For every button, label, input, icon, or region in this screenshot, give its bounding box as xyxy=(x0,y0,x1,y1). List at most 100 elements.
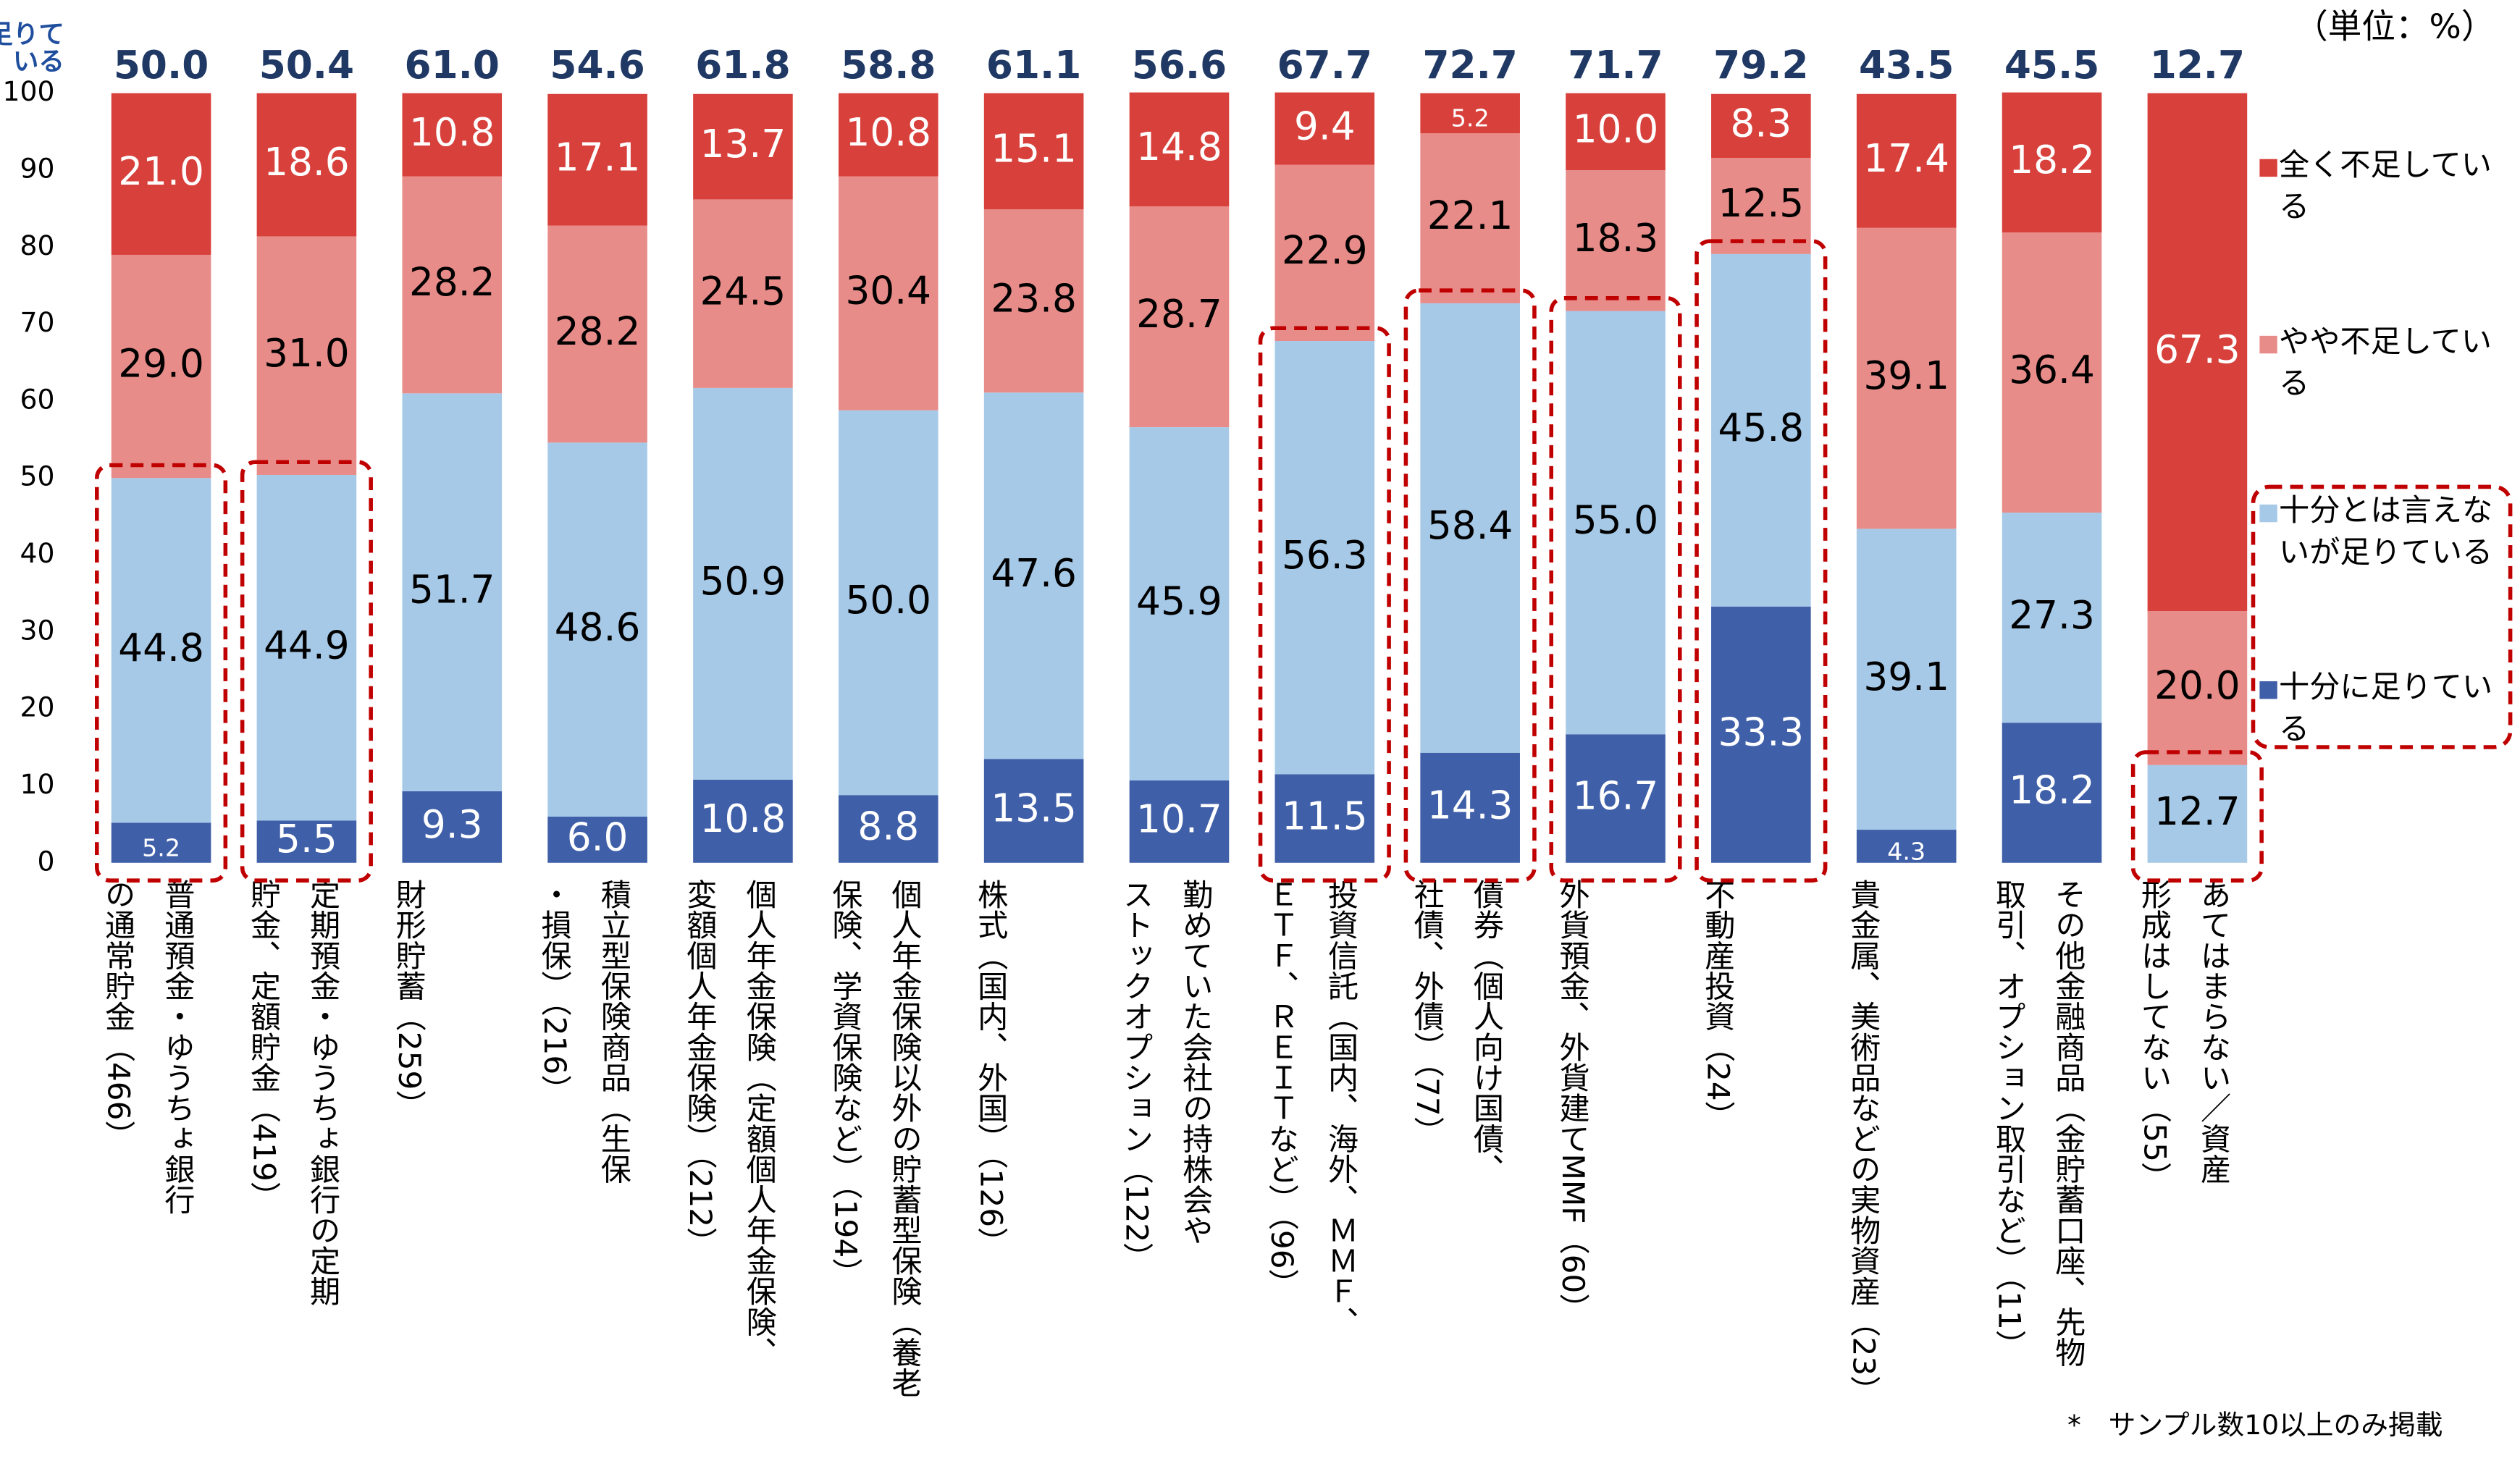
y-tick-label: 90 xyxy=(20,153,55,185)
data-label: 28.2 xyxy=(555,309,641,354)
bar-segment xyxy=(2002,92,2102,233)
total-label: 56.6 xyxy=(1132,43,1227,88)
data-label: 28.2 xyxy=(409,260,495,305)
highlight-box xyxy=(1258,326,1391,883)
bar-segment xyxy=(547,442,647,817)
legend-label-box: 十分に足りている xyxy=(2279,670,2492,746)
unit-note: （単位：%） xyxy=(2294,7,2495,46)
data-label: 9.3 xyxy=(421,802,483,847)
legend-swatch xyxy=(2259,504,2277,523)
bar-segment xyxy=(1129,92,1230,206)
data-label: 21.0 xyxy=(118,149,204,194)
bar-segment xyxy=(256,820,357,863)
data-label: 36.4 xyxy=(2009,348,2095,392)
y-tick-label: 100 xyxy=(3,75,55,107)
total-label: 71.7 xyxy=(1568,43,1663,88)
category-label: 定期預金・ゆうちょ銀行の定期 貯金、定額貯金（419） xyxy=(245,878,341,1307)
bar-segment xyxy=(1711,253,1811,607)
bar-segment xyxy=(1856,93,1957,228)
bar-segment xyxy=(1129,427,1230,781)
bar-segment xyxy=(693,93,793,200)
category-label-box: 勤めていた会社の持株会や ストックオプション（122） xyxy=(1118,879,1213,1273)
category-label: 貴金属、美術品などの実物資産（23） xyxy=(1845,878,1881,1407)
data-label: 44.9 xyxy=(264,623,350,668)
data-label: 11.5 xyxy=(1282,793,1368,838)
bar-segment xyxy=(1566,170,1666,311)
bar-segment xyxy=(1856,529,1957,830)
category-label-box: その他金融商品（金貯蓄口座、先物 取引、オプション取引など）（11） xyxy=(1991,879,2086,1368)
highlight-box xyxy=(240,460,373,883)
y-tick-label: 30 xyxy=(20,614,55,646)
bar-segment xyxy=(1566,734,1666,863)
bar-segment xyxy=(1420,303,1520,753)
bar-segment xyxy=(1566,311,1666,735)
bar-segment xyxy=(983,209,1084,393)
category-label: 財形貯蓄（259） xyxy=(391,878,427,1121)
data-label: 16.7 xyxy=(1573,774,1659,819)
data-label: 17.4 xyxy=(1863,136,1949,181)
data-label: 67.3 xyxy=(2154,327,2240,372)
bar-segment xyxy=(1129,780,1230,863)
total-label: 12.7 xyxy=(2150,43,2245,88)
category-label: あてはまらない／資産 形成はしてない（55） xyxy=(2136,878,2232,1193)
bar-segment xyxy=(402,791,503,863)
category-label-box: 不動産投資（24） xyxy=(1700,879,1736,1132)
bar-segment xyxy=(1274,774,1375,863)
y-tick-label: 0 xyxy=(38,845,55,877)
total-label: 50.0 xyxy=(114,43,209,88)
data-label: 23.8 xyxy=(991,276,1077,321)
bar-segment xyxy=(1856,830,1957,863)
data-label: 45.9 xyxy=(1136,579,1222,624)
data-label: 33.3 xyxy=(1718,710,1805,754)
y-tick-label: 20 xyxy=(20,691,55,723)
data-label: 58.4 xyxy=(1427,503,1513,548)
bar-segment xyxy=(111,254,211,479)
category-label-box: 貴金属、美術品などの実物資産（23） xyxy=(1845,878,1881,1407)
data-label: 20.0 xyxy=(2154,663,2240,708)
bar-segment xyxy=(111,822,211,863)
bar-segment xyxy=(1420,132,1520,303)
bar-segment xyxy=(838,795,938,863)
bar-segment xyxy=(693,779,793,863)
data-label: 31.0 xyxy=(264,331,350,376)
data-label: 18.2 xyxy=(2009,768,2095,813)
total-label: 58.8 xyxy=(841,43,936,88)
bar-segment xyxy=(2002,513,2102,723)
bar-segment xyxy=(1711,158,1811,254)
bar-segment xyxy=(111,93,211,255)
data-label: 8.8 xyxy=(857,804,919,849)
legend-label: やや不足している xyxy=(2279,324,2492,402)
category-label: 債券（個人向け国債、 社債、外債）（77） xyxy=(1408,878,1504,1184)
bar-segment xyxy=(547,225,647,443)
category-label: 個人年金保険以外の貯蓄型保険（養老 保険、学資保険など）（194） xyxy=(827,878,923,1398)
totals-title: 足りている xyxy=(0,20,64,77)
bar-segment xyxy=(1711,606,1811,863)
data-label: 22.1 xyxy=(1427,193,1513,238)
total-label: 61.1 xyxy=(986,43,1081,88)
highlight-box xyxy=(1694,239,1828,883)
data-label: 13.7 xyxy=(700,122,786,167)
data-label: 45.8 xyxy=(1718,405,1805,450)
data-label: 5.2 xyxy=(1451,104,1490,132)
total-label: 45.5 xyxy=(2004,43,2099,88)
bar-segment xyxy=(402,176,503,394)
bar-segment xyxy=(256,474,357,821)
footnote: * サンプル数10以上のみ掲載 xyxy=(2067,1409,2443,1441)
data-label: 13.5 xyxy=(991,786,1077,831)
data-label: 18.3 xyxy=(1573,216,1659,261)
data-label: 12.7 xyxy=(2154,789,2240,834)
legend-highlight xyxy=(2251,484,2513,749)
category-label-box: 投資信託（国内、海外、ＭＭＦ、 ＥＴＦ、ＲＥＩＴなど）（96） xyxy=(1264,879,1358,1336)
category-label-box: 債券（個人向け国債、 社債、外債）（77） xyxy=(1408,878,1504,1184)
data-label: 24.5 xyxy=(700,269,786,313)
data-label: 4.3 xyxy=(1887,837,1925,865)
data-label: 10.8 xyxy=(409,110,495,155)
category-label-box: 株式（国内、外国）（126） xyxy=(973,879,1008,1258)
bar-segment xyxy=(256,93,357,237)
data-label: 50.9 xyxy=(700,559,786,604)
y-tick-label: 80 xyxy=(20,230,55,261)
total-label: 79.2 xyxy=(1713,43,1808,88)
y-tick-label: 60 xyxy=(20,383,55,415)
highlight-box xyxy=(1403,288,1537,883)
total-label: 43.5 xyxy=(1859,43,1954,88)
